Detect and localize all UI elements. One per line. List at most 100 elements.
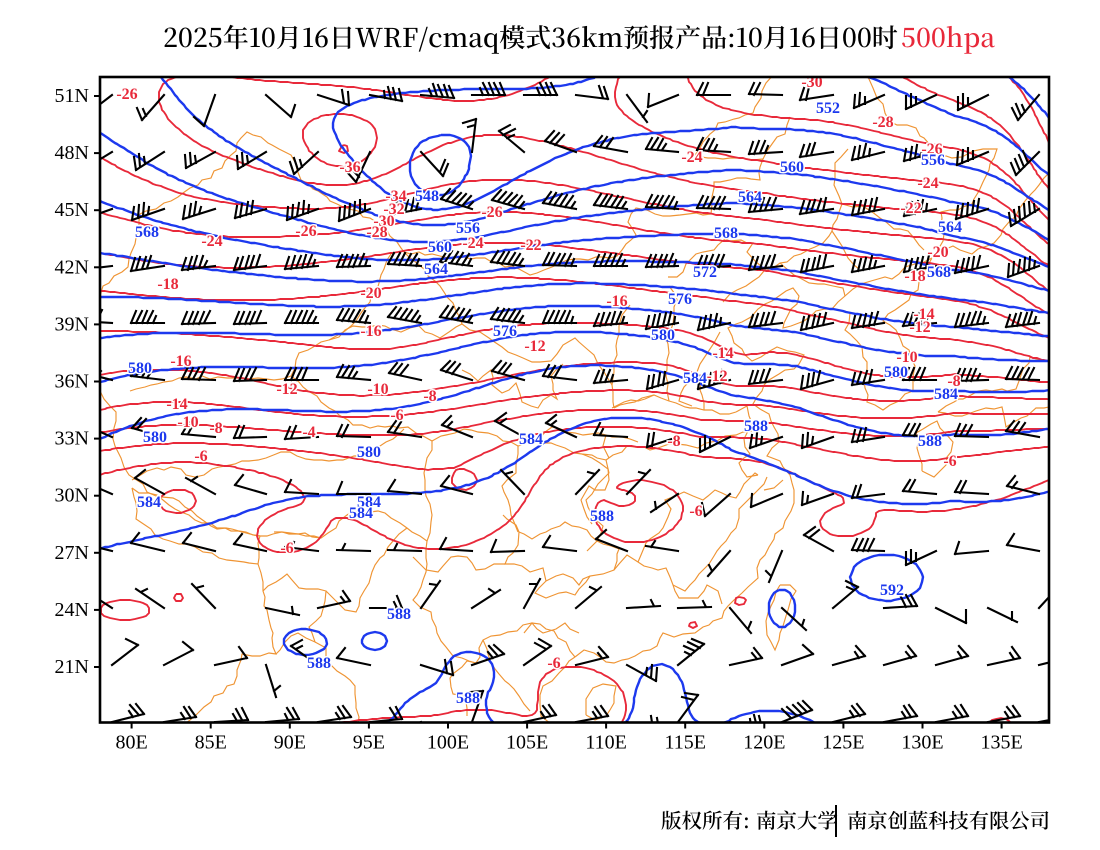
svg-text:-4: -4: [302, 424, 315, 441]
svg-text:-36: -36: [339, 159, 360, 176]
svg-text:-6: -6: [943, 453, 956, 470]
svg-text:51N: 51N: [55, 85, 89, 107]
svg-text:80E: 80E: [115, 732, 147, 754]
svg-text:-26: -26: [295, 223, 316, 240]
svg-text:568: 568: [714, 225, 738, 242]
svg-text:90E: 90E: [274, 732, 306, 754]
svg-text:-6: -6: [689, 503, 702, 520]
svg-text:588: 588: [590, 508, 614, 525]
svg-text:584: 584: [349, 505, 373, 522]
svg-text:-8: -8: [423, 388, 436, 405]
svg-text:33N: 33N: [55, 428, 89, 450]
svg-text:-24: -24: [462, 235, 483, 252]
svg-text:-6: -6: [390, 407, 403, 424]
svg-text:576: 576: [493, 323, 517, 340]
svg-text:552: 552: [816, 100, 840, 117]
svg-text:560: 560: [428, 239, 452, 256]
svg-text:568: 568: [927, 264, 951, 281]
svg-text:580: 580: [651, 327, 675, 344]
svg-text:564: 564: [424, 261, 448, 278]
svg-text:584: 584: [519, 431, 543, 448]
svg-text:120E: 120E: [743, 732, 785, 754]
svg-text:588: 588: [918, 433, 942, 450]
svg-text:30N: 30N: [55, 485, 89, 507]
svg-text:-28: -28: [366, 224, 387, 241]
svg-text:-22: -22: [900, 200, 921, 217]
svg-text:-14: -14: [913, 306, 934, 323]
svg-text:-10: -10: [177, 414, 198, 431]
svg-text:95E: 95E: [353, 732, 385, 754]
svg-text:576: 576: [668, 291, 692, 308]
svg-text:-30: -30: [373, 213, 394, 230]
svg-text:130E: 130E: [901, 732, 943, 754]
svg-text:568: 568: [135, 224, 159, 241]
svg-text:24N: 24N: [55, 599, 89, 621]
svg-text:580: 580: [884, 364, 908, 381]
svg-text:-30: -30: [801, 74, 822, 91]
svg-text:580: 580: [357, 444, 381, 461]
svg-text:-24: -24: [201, 233, 222, 250]
svg-text:115E: 115E: [664, 732, 705, 754]
svg-text:27N: 27N: [55, 542, 89, 564]
svg-text:-8: -8: [667, 433, 680, 450]
svg-text:36N: 36N: [55, 371, 89, 393]
svg-text:-16: -16: [360, 323, 381, 340]
svg-text:580: 580: [143, 429, 167, 446]
svg-text:-6: -6: [194, 448, 207, 465]
svg-text:-12: -12: [706, 368, 727, 385]
svg-text:584: 584: [683, 370, 707, 387]
svg-text:-12: -12: [276, 381, 297, 398]
svg-text:556: 556: [921, 152, 945, 169]
svg-text:-20: -20: [927, 244, 948, 261]
svg-text:-10: -10: [367, 381, 388, 398]
svg-text:588: 588: [456, 690, 480, 707]
svg-text:85E: 85E: [195, 732, 227, 754]
svg-text:-10: -10: [896, 349, 917, 366]
svg-text:572: 572: [693, 264, 717, 281]
svg-text:-6: -6: [547, 655, 560, 672]
svg-text:-26: -26: [921, 141, 942, 158]
svg-text:584: 584: [934, 386, 958, 403]
svg-text:-22: -22: [520, 237, 541, 254]
svg-text:48N: 48N: [55, 142, 89, 164]
svg-text:-16: -16: [170, 353, 191, 370]
svg-text:584: 584: [357, 494, 381, 511]
svg-text:-12: -12: [909, 319, 930, 336]
svg-text:-34: -34: [385, 188, 406, 205]
svg-text:-6: -6: [280, 540, 293, 557]
svg-text:-14: -14: [166, 396, 187, 413]
svg-text:-20: -20: [360, 285, 381, 302]
svg-text:580: 580: [128, 360, 152, 377]
svg-text:564: 564: [938, 219, 962, 236]
svg-text:-18: -18: [904, 268, 925, 285]
svg-text:-16: -16: [606, 293, 627, 310]
svg-text:45N: 45N: [55, 199, 89, 221]
svg-text:135E: 135E: [980, 732, 1022, 754]
svg-text:584: 584: [137, 494, 161, 511]
svg-text:39N: 39N: [55, 313, 89, 335]
svg-text:42N: 42N: [55, 256, 89, 278]
svg-text:100E: 100E: [427, 732, 469, 754]
svg-text:560: 560: [780, 159, 804, 176]
svg-text:548: 548: [415, 188, 439, 205]
svg-text:125E: 125E: [822, 732, 864, 754]
svg-text:588: 588: [387, 606, 411, 623]
svg-text:-24: -24: [917, 175, 938, 192]
svg-text:588: 588: [307, 655, 331, 672]
svg-text:21N: 21N: [55, 656, 89, 678]
svg-text:-8: -8: [947, 373, 960, 390]
svg-text:-12: -12: [524, 338, 545, 355]
svg-text:-18: -18: [157, 276, 178, 293]
svg-text:592: 592: [880, 582, 904, 599]
svg-text:-8: -8: [209, 420, 222, 437]
svg-text:588: 588: [744, 418, 768, 435]
svg-text:-32: -32: [383, 201, 404, 218]
svg-text:564: 564: [738, 189, 762, 206]
svg-text:-26: -26: [116, 86, 137, 103]
svg-text:-24: -24: [681, 149, 702, 166]
svg-text:-26: -26: [481, 204, 502, 221]
svg-text:556: 556: [456, 220, 480, 237]
svg-text:110E: 110E: [585, 732, 626, 754]
svg-text:-28: -28: [872, 114, 893, 131]
svg-text:-14: -14: [712, 345, 733, 362]
